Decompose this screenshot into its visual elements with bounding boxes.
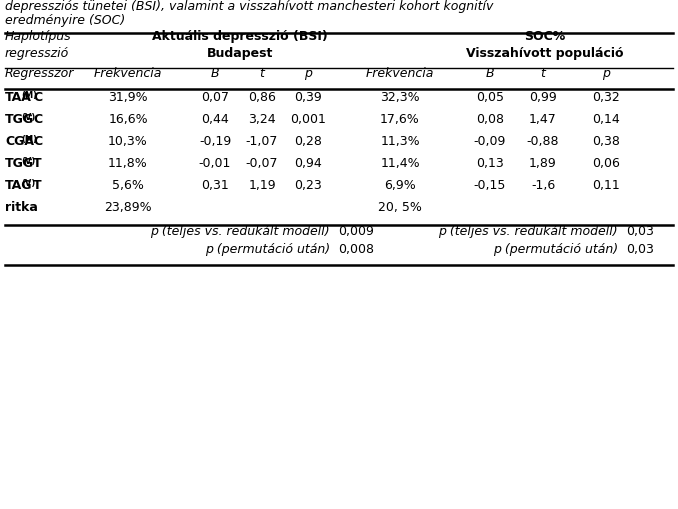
- Text: (V): (V): [22, 113, 36, 122]
- Text: 0,86: 0,86: [248, 91, 276, 104]
- Text: 6,9%: 6,9%: [384, 179, 416, 192]
- Text: ritka: ritka: [5, 201, 38, 214]
- Text: (M): (M): [22, 135, 38, 144]
- Text: CGA: CGA: [5, 135, 34, 148]
- Text: TAG: TAG: [5, 179, 33, 192]
- Text: SOC%: SOC%: [524, 30, 565, 43]
- Text: 0,31: 0,31: [201, 179, 229, 192]
- Text: -1,07: -1,07: [246, 135, 278, 148]
- Text: C: C: [33, 113, 42, 126]
- Text: p: p: [602, 67, 610, 80]
- Text: (M): (M): [22, 91, 38, 100]
- Text: 0,39: 0,39: [294, 91, 322, 104]
- Text: T: T: [33, 157, 41, 170]
- Text: 0,08: 0,08: [476, 113, 504, 126]
- Text: 17,6%: 17,6%: [380, 113, 420, 126]
- Text: -0,09: -0,09: [474, 135, 506, 148]
- Text: 0,38: 0,38: [592, 135, 620, 148]
- Text: 0,99: 0,99: [529, 91, 557, 104]
- Text: 0,07: 0,07: [201, 91, 229, 104]
- Text: 0,28: 0,28: [294, 135, 322, 148]
- Text: Haplotípus: Haplotípus: [5, 30, 72, 43]
- Text: 0,94: 0,94: [294, 157, 322, 170]
- Text: 10,3%: 10,3%: [108, 135, 148, 148]
- Text: 0,06: 0,06: [592, 157, 620, 170]
- Text: (V): (V): [22, 157, 36, 166]
- Text: (V): (V): [22, 179, 36, 188]
- Text: 11,4%: 11,4%: [380, 157, 420, 170]
- Text: depressziós tünetei (BSI), valamint a visszahívott manchesteri kohort kognitív: depressziós tünetei (BSI), valamint a vi…: [5, 0, 494, 13]
- Text: Aktuális depresszió (BSI): Aktuális depresszió (BSI): [152, 30, 328, 43]
- Text: 16,6%: 16,6%: [108, 113, 148, 126]
- Text: 1,19: 1,19: [248, 179, 276, 192]
- Text: p (permutáció után): p (permutáció után): [493, 243, 618, 256]
- Text: p (teljes vs. redukált modell): p (teljes vs. redukált modell): [151, 225, 330, 238]
- Text: TGG: TGG: [5, 113, 34, 126]
- Text: C: C: [33, 135, 42, 148]
- Text: t: t: [260, 67, 264, 80]
- Text: Regresszor: Regresszor: [5, 67, 75, 80]
- Text: C: C: [33, 91, 42, 104]
- Text: -0,88: -0,88: [527, 135, 559, 148]
- Text: 3,24: 3,24: [248, 113, 276, 126]
- Text: TAA: TAA: [5, 91, 32, 104]
- Text: TGG: TGG: [5, 157, 34, 170]
- Text: 0,13: 0,13: [476, 157, 504, 170]
- Text: Frekvencia: Frekvencia: [366, 67, 434, 80]
- Text: 1,47: 1,47: [529, 113, 557, 126]
- Text: regresszió: regresszió: [5, 47, 69, 60]
- Text: 0,11: 0,11: [592, 179, 620, 192]
- Text: 0,14: 0,14: [592, 113, 620, 126]
- Text: 0,44: 0,44: [201, 113, 229, 126]
- Text: T: T: [33, 179, 41, 192]
- Text: 11,8%: 11,8%: [108, 157, 148, 170]
- Text: eredményire (SOC): eredményire (SOC): [5, 14, 125, 27]
- Text: 5,6%: 5,6%: [112, 179, 144, 192]
- Text: 0,23: 0,23: [294, 179, 322, 192]
- Text: 0,32: 0,32: [592, 91, 620, 104]
- Text: 0,009: 0,009: [338, 225, 374, 238]
- Text: -0,19: -0,19: [199, 135, 231, 148]
- Text: 32,3%: 32,3%: [380, 91, 420, 104]
- Text: Frekvencia: Frekvencia: [94, 67, 162, 80]
- Text: 0,03: 0,03: [626, 243, 654, 256]
- Text: 0,008: 0,008: [338, 243, 374, 256]
- Text: 0,001: 0,001: [290, 113, 326, 126]
- Text: 31,9%: 31,9%: [108, 91, 148, 104]
- Text: -1,6: -1,6: [531, 179, 555, 192]
- Text: 11,3%: 11,3%: [380, 135, 420, 148]
- Text: -0,07: -0,07: [245, 157, 278, 170]
- Text: B: B: [485, 67, 494, 80]
- Text: 23,89%: 23,89%: [104, 201, 152, 214]
- Text: B: B: [211, 67, 219, 80]
- Text: p: p: [304, 67, 312, 80]
- Text: 20, 5%: 20, 5%: [378, 201, 422, 214]
- Text: Visszahívott populáció: Visszahívott populáció: [466, 47, 624, 60]
- Text: p (teljes vs. redukált modell): p (teljes vs. redukált modell): [439, 225, 618, 238]
- Text: -0,01: -0,01: [199, 157, 231, 170]
- Text: 1,89: 1,89: [529, 157, 557, 170]
- Text: -0,15: -0,15: [474, 179, 506, 192]
- Text: 0,03: 0,03: [626, 225, 654, 238]
- Text: p (permutáció után): p (permutáció után): [205, 243, 330, 256]
- Text: t: t: [540, 67, 545, 80]
- Text: Budapest: Budapest: [207, 47, 273, 60]
- Text: 0,05: 0,05: [476, 91, 504, 104]
